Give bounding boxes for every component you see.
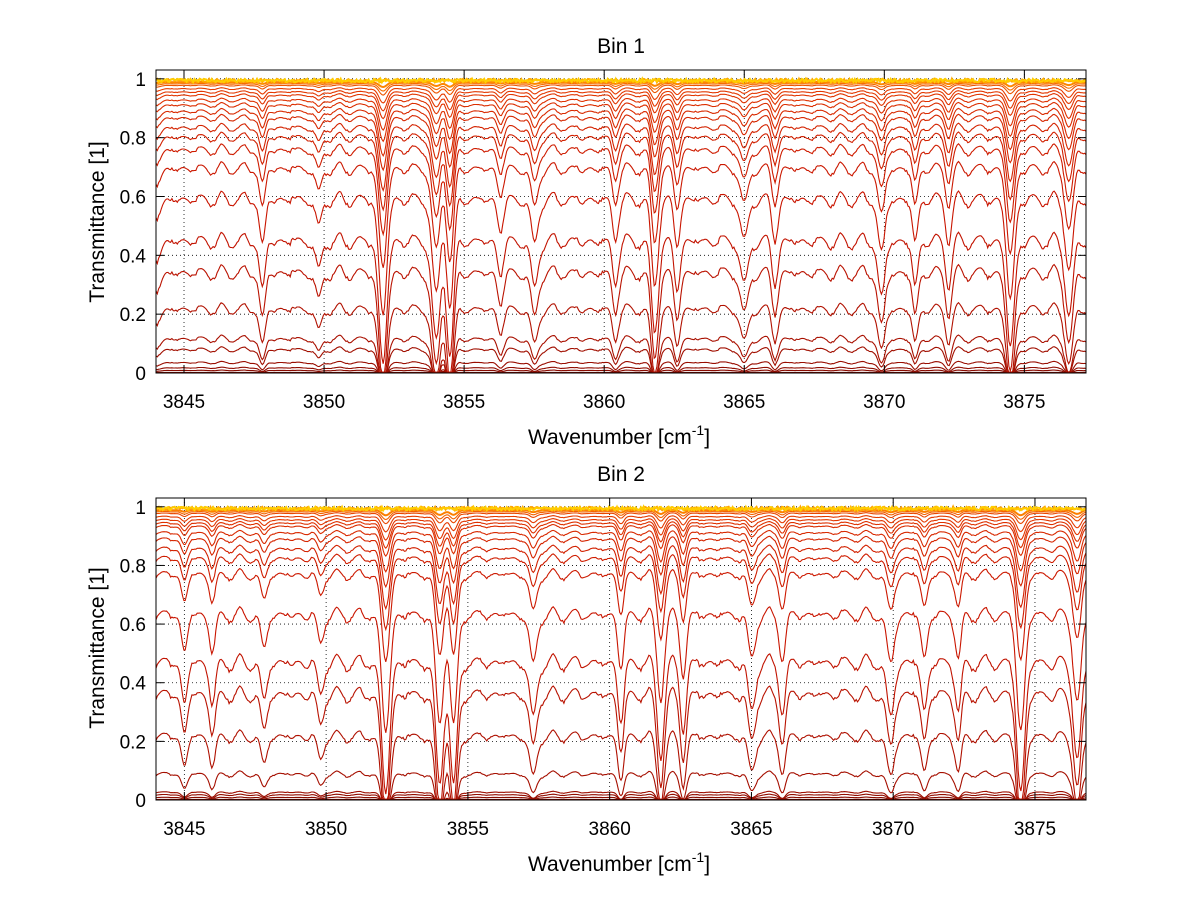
- x-axis-label-main: Wavenumber [cm: [528, 426, 692, 449]
- x-tick-label: 3875: [1003, 392, 1045, 413]
- series-line: [155, 544, 1087, 611]
- series-line: [155, 770, 1087, 801]
- series-line: [155, 518, 1087, 541]
- y-tick-label: 0.8: [120, 556, 146, 577]
- x-tick-label: 3860: [583, 392, 625, 413]
- y-tick-label: 0: [135, 364, 146, 385]
- series-line: [155, 567, 1087, 662]
- y-ticks: 0 0.2 0.4 0.6 0.8 1: [120, 70, 1086, 385]
- series-line: [155, 76, 1087, 85]
- series-line: [155, 190, 1087, 316]
- series-line: [155, 113, 1087, 172]
- x-tick-label: 3850: [305, 819, 347, 840]
- x-tick-label: 3845: [163, 819, 205, 840]
- grid: [156, 498, 1086, 801]
- y-tick-label: 0.4: [120, 674, 147, 695]
- series-line: [155, 369, 1087, 373]
- series-line: [155, 685, 1087, 800]
- y-tick-label: 1: [135, 70, 146, 91]
- y-tick-label: 0.6: [120, 615, 146, 636]
- x-axis-label: Wavenumber [cm-1]: [528, 422, 710, 449]
- x-axis-label-superscript: -1: [692, 849, 705, 865]
- axes-box: [155, 69, 1087, 374]
- y-tick-label: 0.2: [120, 732, 146, 753]
- series-line: [155, 301, 1087, 373]
- series-line: [155, 107, 1087, 157]
- series-line: [155, 523, 1087, 558]
- series-line: [155, 160, 1087, 268]
- y-tick-label: 0.6: [120, 187, 146, 208]
- x-axis-label: Wavenumber [cm-1]: [528, 849, 710, 876]
- series-line: [155, 97, 1087, 132]
- y-tick-label: 0.8: [120, 129, 146, 150]
- x-tick-label: 3865: [730, 819, 772, 840]
- y-axis-label: Transmittance [1]: [86, 141, 109, 302]
- chart-panel-bin-2: Bin 2 3845 3850 3855 3860 3865 3870 3875 00.20…: [86, 463, 1087, 876]
- series-line: [155, 553, 1087, 632]
- chart-title: Bin 2: [597, 463, 645, 486]
- series-line: [155, 87, 1087, 104]
- series-line: [155, 652, 1087, 795]
- series-line: [155, 131, 1087, 212]
- series-line: [155, 529, 1087, 573]
- x-ticks: 3845 3850 3855 3860 3865 3870 3875: [163, 498, 1056, 840]
- x-tick-label: 3865: [723, 392, 765, 413]
- y-ticks: 0 0.2 0.4 0.6 0.8 1: [120, 498, 1086, 812]
- x-tick-label: 3860: [589, 819, 631, 840]
- series-line: [155, 504, 1087, 513]
- series-line: [155, 366, 1087, 373]
- x-tick-label: 3870: [863, 392, 905, 413]
- x-tick-label: 3845: [163, 392, 205, 413]
- x-tick-label: 3850: [303, 392, 345, 413]
- series-line: [155, 334, 1087, 374]
- series-line: [155, 143, 1087, 237]
- axes-box: [155, 497, 1087, 801]
- y-tick-label: 0.2: [120, 305, 146, 326]
- x-axis-label-superscript: -1: [692, 422, 705, 438]
- x-axis-label-end: ]: [704, 426, 710, 449]
- series-line: [155, 122, 1087, 193]
- x-tick-label: 3855: [443, 392, 485, 413]
- x-tick-label: 3870: [872, 819, 914, 840]
- series-line: [155, 346, 1087, 373]
- x-tick-label: 3855: [447, 819, 489, 840]
- series-line: [155, 790, 1087, 800]
- series-line: [155, 729, 1087, 800]
- series-line: [155, 82, 1087, 92]
- series-line: [155, 76, 1087, 85]
- series-line: [155, 535, 1087, 589]
- x-axis-label-end: ]: [704, 853, 710, 876]
- series-line: [155, 93, 1087, 120]
- series-line: [155, 512, 1087, 525]
- series-group: [155, 504, 1087, 801]
- x-axis-label-main: Wavenumber [cm: [528, 853, 692, 876]
- series-group: [155, 76, 1087, 374]
- series-line: [155, 263, 1087, 373]
- x-tick-label: 3875: [1014, 819, 1056, 840]
- y-tick-label: 1: [135, 498, 146, 519]
- series-line: [155, 90, 1087, 112]
- series-line: [155, 101, 1087, 143]
- series-line: [155, 605, 1087, 733]
- series-line: [155, 510, 1087, 521]
- series-line: [155, 84, 1087, 96]
- x-ticks: 3845 3850 3855 3860 3865 3870 3875: [163, 70, 1046, 413]
- y-tick-label: 0.4: [120, 246, 147, 267]
- y-tick-label: 0: [135, 791, 146, 812]
- series-line: [155, 360, 1087, 373]
- series-line: [155, 520, 1087, 550]
- chart-title: Bin 1: [597, 35, 645, 58]
- series-line: [155, 515, 1087, 533]
- chart-panel-bin-1: Bin 1 3845 3850 3855 3860 3865 3870 3875 00.20…: [86, 35, 1087, 449]
- y-axis-label: Transmittance [1]: [86, 567, 109, 728]
- series-line: [155, 231, 1087, 364]
